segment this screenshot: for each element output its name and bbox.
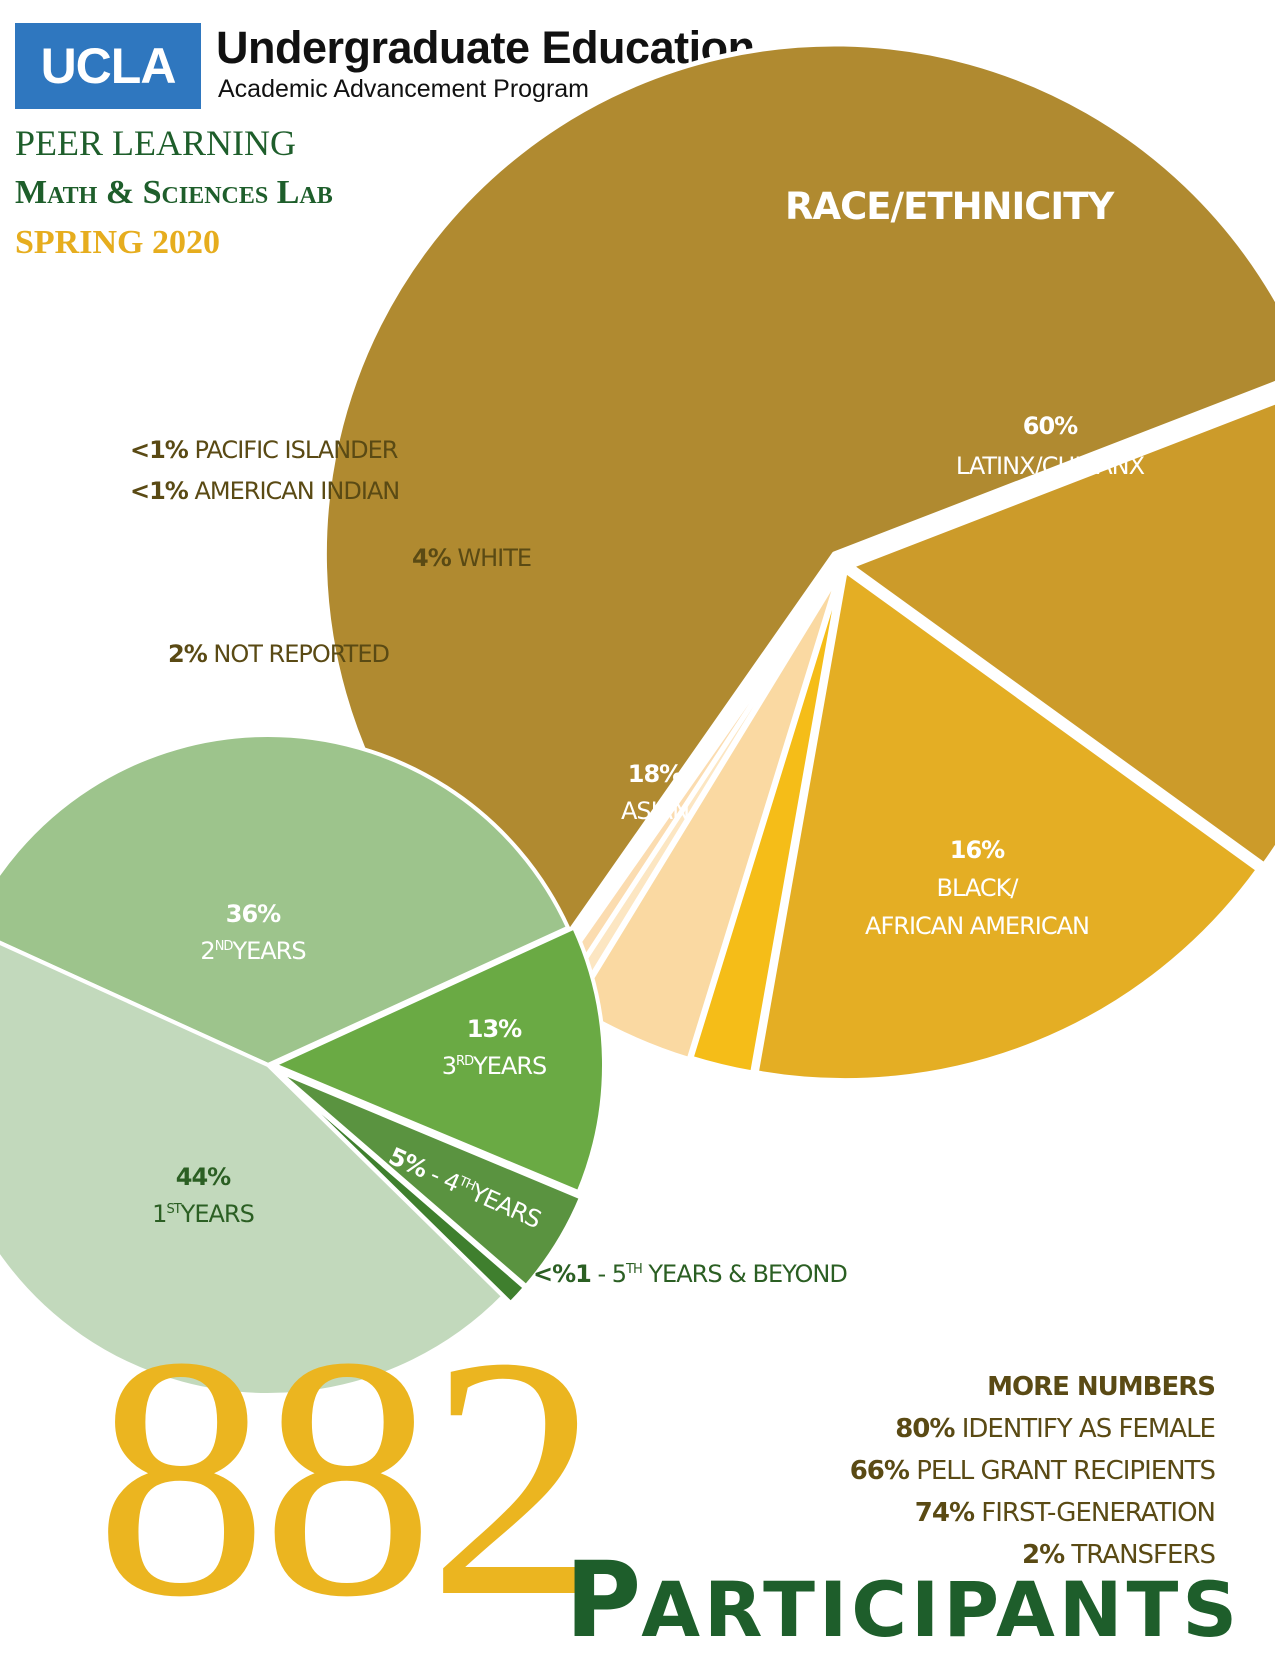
latinx-label: LATINX/CHICANX bbox=[955, 452, 1145, 480]
white-label: 4% WHITE bbox=[412, 544, 532, 572]
program-lab: Math & Sciences Lab bbox=[15, 174, 333, 211]
year-slice-5th-years-beyond bbox=[273, 1069, 527, 1306]
stat-transfers: 2% TRANSFERS bbox=[1021, 1540, 1216, 1570]
more-numbers-heading: MORE NUMBERS bbox=[987, 1372, 1216, 1402]
first-years-pct: 44% bbox=[175, 1163, 231, 1191]
ucla-logo: UCLA bbox=[15, 23, 201, 109]
fifth-years-label: <%1 - 5TH YEARS & BEYOND bbox=[533, 1260, 848, 1288]
participant-count: 882 bbox=[95, 1286, 600, 1668]
race-slice-asian bbox=[753, 568, 1261, 1084]
first-years-label: 1STYEARS bbox=[152, 1200, 255, 1228]
second-years-pct: 36% bbox=[225, 900, 281, 928]
race-slice-black-african-american bbox=[848, 399, 1275, 868]
american-indian-label: <1% AMERICAN INDIAN bbox=[130, 477, 400, 505]
participants-word: PARTICIPANTS bbox=[565, 1539, 1242, 1661]
race-slice-latinx-chicanx bbox=[321, 41, 1275, 975]
third-years-label: 3RDYEARS bbox=[441, 1052, 547, 1080]
not-reported-label: 2% NOT REPORTED bbox=[168, 640, 390, 668]
program-name: PEER LEARNING bbox=[15, 123, 296, 163]
year-slice-3rd-years bbox=[271, 925, 606, 1195]
header-subtitle: Academic Advancement Program bbox=[218, 75, 590, 103]
race-ethnicity-pie bbox=[321, 41, 1275, 1084]
third-years-pct: 13% bbox=[466, 1015, 522, 1043]
class-year-pie bbox=[0, 733, 606, 1397]
pacific-islander-label: <1% PACIFIC ISLANDER bbox=[130, 436, 398, 464]
stat-first-gen: 74% FIRST-GENERATION bbox=[914, 1498, 1216, 1528]
black-label-line1: BLACK/ bbox=[936, 874, 1019, 902]
stat-female: 80% IDENTIFY AS FEMALE bbox=[895, 1414, 1216, 1444]
year-slice-1st-years bbox=[0, 940, 506, 1397]
black-pct: 16% bbox=[949, 836, 1005, 864]
stat-pell: 66% PELL GRANT RECIPIENTS bbox=[849, 1456, 1216, 1486]
program-term: SPRING 2020 bbox=[15, 224, 220, 261]
header-title: Undergraduate Education bbox=[216, 22, 755, 73]
latinx-pct: 60% bbox=[1022, 412, 1078, 440]
year-slice-2nd-years bbox=[0, 733, 571, 1067]
race-pie-title: RACE/ETHNICITY bbox=[785, 185, 1114, 228]
black-label-line2: AFRICAN AMERICAN bbox=[865, 912, 1090, 940]
asian-pct: 18% bbox=[627, 760, 683, 788]
second-years-label: 2NDYEARS bbox=[200, 937, 306, 965]
asian-label: ASIAN bbox=[620, 797, 690, 825]
more-numbers: MORE NUMBERS 80% IDENTIFY AS FEMALE 66% … bbox=[849, 1372, 1216, 1582]
